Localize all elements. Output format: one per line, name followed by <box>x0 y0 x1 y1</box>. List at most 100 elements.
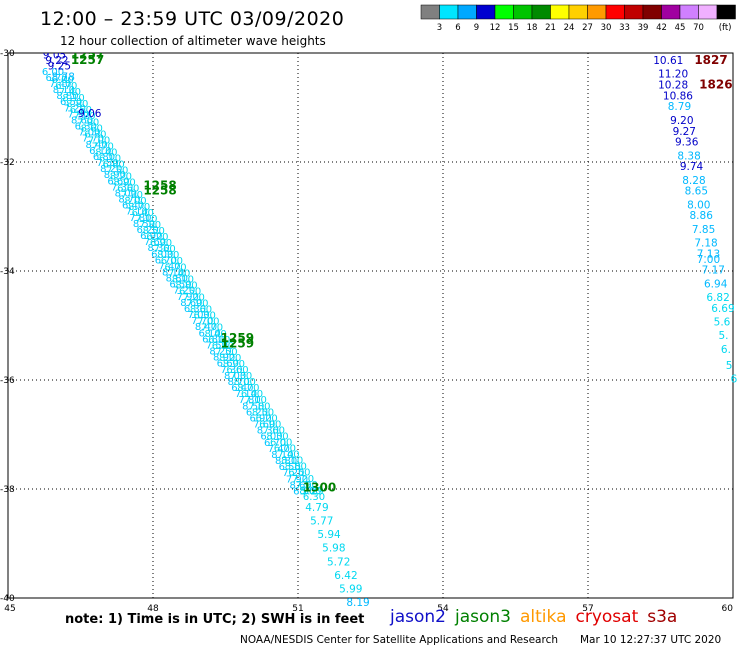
track-value: 6.50 <box>169 280 191 291</box>
swh-value-label: 8.79 <box>668 101 691 113</box>
track-value: 8.10 <box>53 85 75 96</box>
colorbar-swatch <box>587 4 607 20</box>
track-value: 7.10 <box>245 395 267 406</box>
colorbar-tick: 30 <box>601 23 612 33</box>
track-value: 6.40 <box>122 201 144 212</box>
track-value: 8.30 <box>147 243 169 254</box>
track-value: 8.90 <box>104 170 126 181</box>
y-tick-label: -30 <box>0 49 15 59</box>
colorbar-swatch <box>661 4 681 20</box>
track-value: 7.90 <box>67 109 89 120</box>
track-value: 8.80 <box>275 456 297 467</box>
colorbar-tick: 42 <box>656 23 667 33</box>
track-value: 7.90 <box>77 117 99 128</box>
swh-value-label: 5.72 <box>327 556 350 568</box>
colorbar-tick: 70 <box>693 23 704 33</box>
track-value: 8.60 <box>81 123 103 134</box>
track-value: 6.20 <box>246 407 268 418</box>
track-value: 7.70 <box>92 141 114 152</box>
swh-value-label: 8.46 <box>40 44 64 56</box>
track-value: 6.50 <box>288 468 310 479</box>
track-value: 6.20 <box>255 413 277 424</box>
track-value: 8.20 <box>110 172 132 183</box>
colorbar-swatch <box>568 4 588 20</box>
track-value: 6.80 <box>202 334 224 345</box>
swh-value-label: 8.19 <box>346 597 369 609</box>
colorbar-tick: 9 <box>474 23 479 33</box>
footer-note: note: 1) Time is in UTC; 2) SWH is in fe… <box>65 612 365 627</box>
track-value: 6.70 <box>164 262 186 273</box>
track-value: 6.50 <box>60 97 82 108</box>
swh-value-label: 10.61 <box>653 55 683 67</box>
track-value: 7.50 <box>96 158 118 169</box>
track-value: 6.30 <box>293 486 315 497</box>
track-value: 7.90 <box>286 474 308 485</box>
track-value: 6.00 <box>52 75 74 86</box>
legend-jason2: jason2 <box>390 607 446 627</box>
track-value: 7.60 <box>263 425 285 436</box>
track-value: 8.30 <box>157 250 179 261</box>
track-value: 8.80 <box>175 280 197 291</box>
swh-value-label: 7.17 <box>702 265 725 277</box>
track-value: 7.90 <box>296 480 318 491</box>
y-tick-label: -32 <box>0 158 15 168</box>
track-value: 6.00 <box>161 256 183 267</box>
x-tick-label: 57 <box>582 604 593 614</box>
track-value: 6.80 <box>93 152 115 163</box>
track-value: 6.40 <box>231 383 253 394</box>
track-value: 6.70 <box>274 444 296 455</box>
track-value: 8.90 <box>213 353 235 364</box>
track-value: 6.30 <box>184 304 206 315</box>
swh-value-label: 8.28 <box>682 175 705 187</box>
time-label: 1827 <box>694 53 727 67</box>
colorbar-tick: 15 <box>508 23 519 33</box>
swh-value-label: 6. <box>721 344 731 356</box>
track-value: 7.90 <box>177 292 199 303</box>
track-value: 8.20 <box>219 353 241 364</box>
track-value: 6.50 <box>70 105 92 116</box>
colorbar-swatch <box>476 4 496 20</box>
track-value: 6.60 <box>226 365 248 376</box>
x-tick-label: 48 <box>147 604 159 614</box>
track-value: 6.60 <box>217 359 239 370</box>
time-label: 1257 <box>71 53 104 67</box>
track-value: 6.70 <box>155 255 177 266</box>
swh-value-label: 5.29 <box>300 485 323 497</box>
swh-value-label: 5.98 <box>322 543 345 555</box>
track-value: 7.60 <box>153 244 175 255</box>
track-value: 7.20 <box>64 103 86 114</box>
track-value: 6.30 <box>303 492 325 503</box>
track-value: 8.00 <box>124 196 146 207</box>
track-value: 8.60 <box>190 305 212 316</box>
track-value: 8.10 <box>172 274 194 285</box>
track-value: 7.40 <box>277 450 299 461</box>
track-value: 6.70 <box>55 81 77 92</box>
track-value: 8.40 <box>195 322 217 333</box>
swh-value-label: 6.94 <box>704 278 728 290</box>
track-value: 8.10 <box>271 450 293 461</box>
track-value: 7.20 <box>292 474 314 485</box>
track-value: 6.60 <box>117 184 139 195</box>
track-value: 7.50 <box>106 166 128 177</box>
track-value: 7.80 <box>129 213 151 224</box>
legend-altika: altika <box>520 607 567 627</box>
track-value: 7.00 <box>188 310 210 321</box>
track-value: 7.00 <box>88 135 110 146</box>
track-value: 8.30 <box>257 426 279 437</box>
track-value: 7.60 <box>253 420 275 431</box>
swh-value-label: 5.6 <box>714 317 731 329</box>
y-tick-label: -38 <box>0 485 15 495</box>
x-tick-label: 54 <box>437 604 449 614</box>
track-value: 8.80 <box>66 99 88 110</box>
track-value: 7.40 <box>168 268 190 279</box>
colorbar-swatch <box>439 4 459 20</box>
track-value: 7.40 <box>158 261 180 272</box>
track-value: 6.10 <box>198 328 220 339</box>
track-value: 7.00 <box>78 128 100 139</box>
track-value: 8.50 <box>133 219 155 230</box>
track-value: 7.40 <box>59 87 81 98</box>
track-value: 8.50 <box>143 226 165 237</box>
track-value: 6.90 <box>140 231 162 242</box>
track-value: 6.80 <box>102 160 124 171</box>
swh-value-label: 5. <box>719 330 729 342</box>
